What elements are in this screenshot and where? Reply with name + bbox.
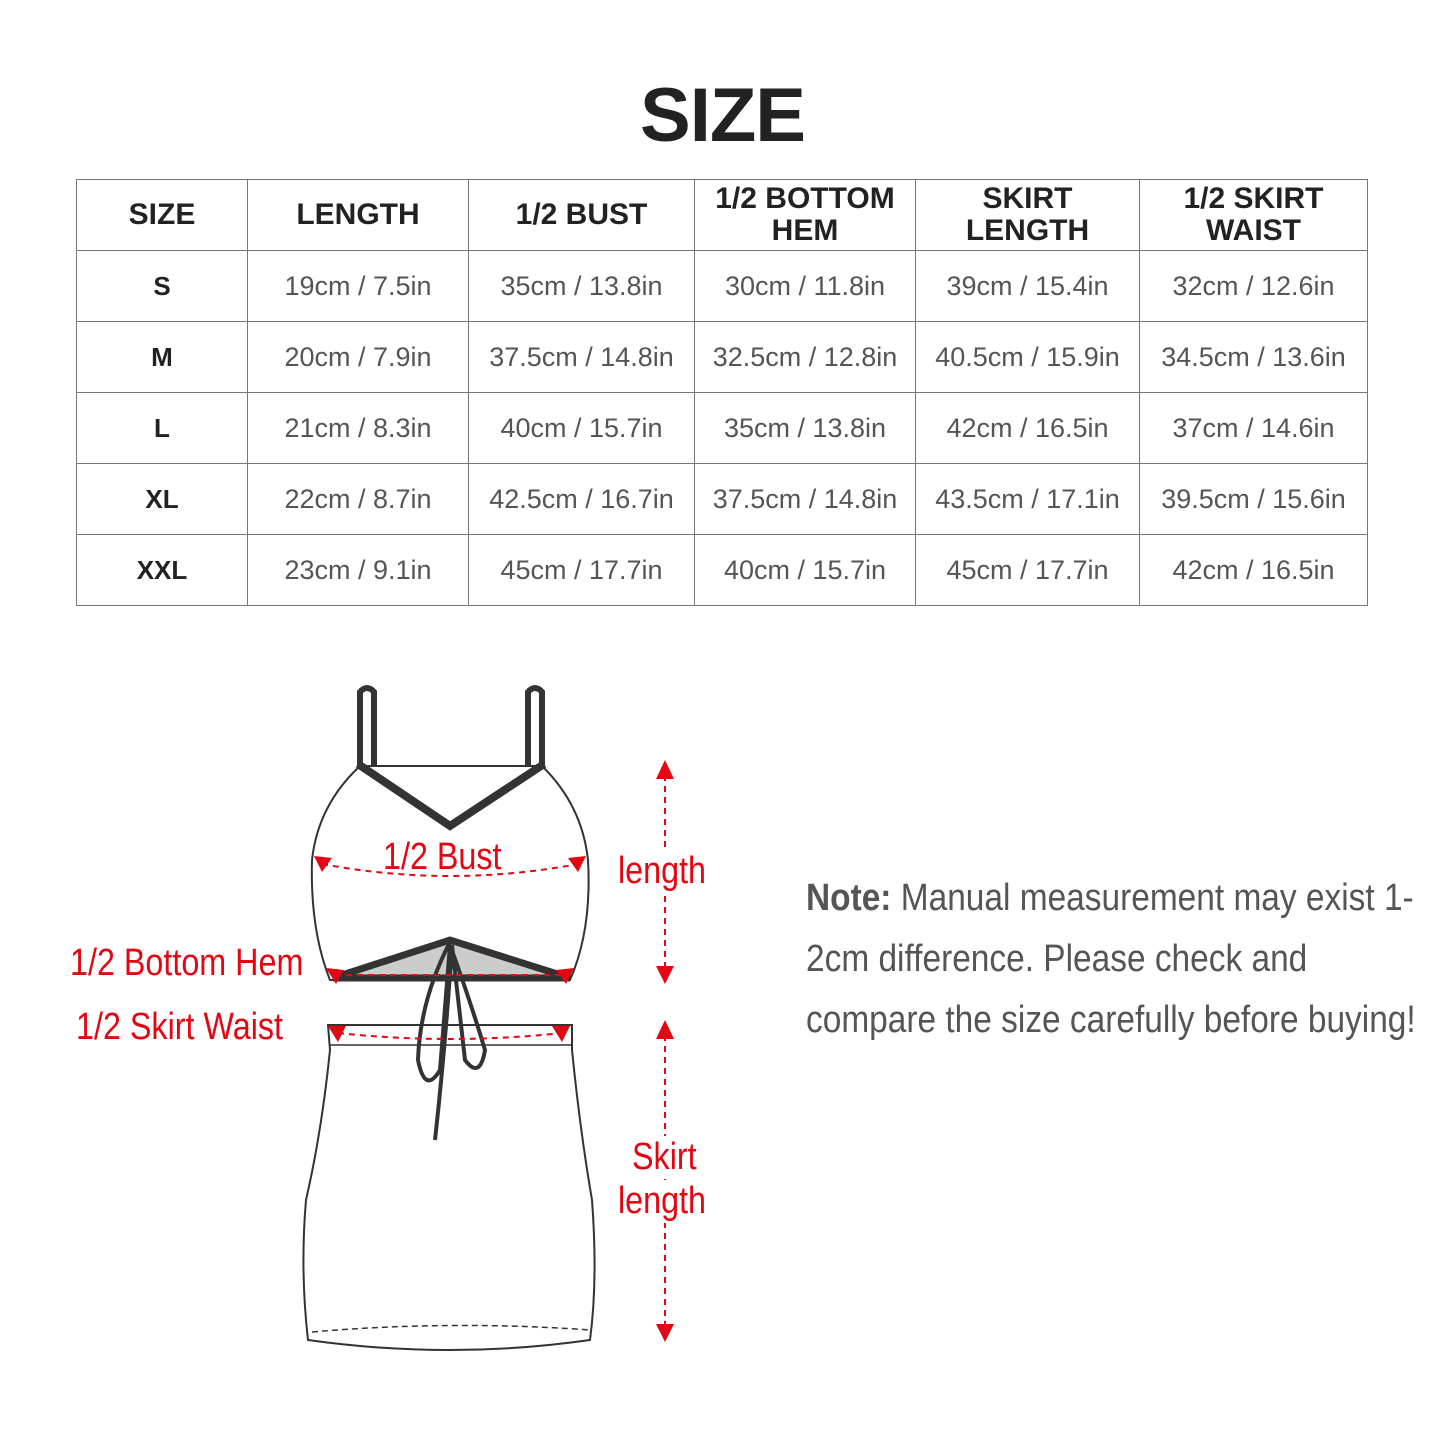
measurement-cell: 42cm / 16.5in <box>1139 534 1368 606</box>
skirt-body <box>302 1024 596 1351</box>
table-header-row: SIZE LENGTH 1/2 BUST 1/2 BOTTOM HEM SKIR… <box>76 179 1368 251</box>
arrow-heads <box>314 760 674 1342</box>
skirt-waist-label: 1/2 Skirt Waist <box>76 1006 284 1048</box>
header-bottom-hem: 1/2 BOTTOM HEM <box>694 179 916 251</box>
size-cell: S <box>76 250 248 322</box>
straps <box>357 685 545 776</box>
page-title: SIZE <box>640 73 806 158</box>
measurement-cell: 37.5cm / 14.8in <box>694 463 916 535</box>
measurement-cell: 20cm / 7.9in <box>247 321 469 393</box>
measurement-cell: 39cm / 15.4in <box>915 250 1140 322</box>
measurement-cell: 42.5cm / 16.7in <box>468 463 695 535</box>
measurement-cell: 39.5cm / 15.6in <box>1139 463 1368 535</box>
measurement-cell: 23cm / 9.1in <box>247 534 469 606</box>
length-label: length <box>618 850 707 893</box>
note-body: Manual measurement may exist 1-2cm diffe… <box>806 877 1416 1041</box>
size-cell: XXL <box>76 534 248 606</box>
bust-label: 1/2 Bust <box>383 836 502 878</box>
header-bust: 1/2 BUST <box>468 179 695 251</box>
table-row: XL 22cm / 8.7in 42.5cm / 16.7in 37.5cm / 14… <box>76 463 1368 535</box>
garment-illustration <box>302 685 596 1351</box>
measurement-cell: 32cm / 12.6in <box>1139 250 1368 322</box>
measurement-cell: 34.5cm / 13.6in <box>1139 321 1368 393</box>
table-row: XXL 23cm / 9.1in 45cm / 17.7in 40cm / 15.7i… <box>76 534 1368 606</box>
measurement-cell: 43.5cm / 17.1in <box>915 463 1140 535</box>
measurement-cell: 19cm / 7.5in <box>247 250 469 322</box>
header-skirt-length: SKIRT LENGTH <box>915 179 1140 251</box>
measurement-cell: 37.5cm / 14.8in <box>468 321 695 393</box>
bottom-hem-label: 1/2 Bottom Hem <box>70 942 304 984</box>
size-cell: M <box>76 321 248 393</box>
measurement-cell: 22cm / 8.7in <box>247 463 469 535</box>
note-label: Note: <box>806 877 892 919</box>
table-row: M 20cm / 7.9in 37.5cm / 14.8in 32.5cm / 12.… <box>76 321 1368 393</box>
measurement-cell: 45cm / 17.7in <box>915 534 1140 606</box>
skirt-length-label-1: Skirt <box>632 1136 697 1179</box>
size-table: SIZE LENGTH 1/2 BUST 1/2 BOTTOM HEM SKIR… <box>76 179 1368 606</box>
measurement-cell: 40cm / 15.7in <box>468 392 695 464</box>
measurement-cell: 40.5cm / 15.9in <box>915 321 1140 393</box>
measurement-cell: 42cm / 16.5in <box>915 392 1140 464</box>
note-text: Note: Manual measurement may exist 1-2cm… <box>806 868 1422 1051</box>
skirt-length-label-2: length <box>618 1180 707 1223</box>
header-size: SIZE <box>76 179 248 251</box>
measurement-cell: 40cm / 15.7in <box>694 534 916 606</box>
neckline <box>355 760 547 831</box>
size-cell: XL <box>76 463 248 535</box>
measurement-cell: 21cm / 8.3in <box>247 392 469 464</box>
measurement-cell: 30cm / 11.8in <box>694 250 916 322</box>
header-skirt-waist: 1/2 SKIRT WAIST <box>1139 179 1368 251</box>
measurement-cell: 45cm / 17.7in <box>468 534 695 606</box>
measurement-cell: 35cm / 13.8in <box>694 392 916 464</box>
measurement-cell: 32.5cm / 12.8in <box>694 321 916 393</box>
table-row: S 19cm / 7.5in 35cm / 13.8in 30cm / 11.8in 3… <box>76 250 1368 322</box>
hem-dashes <box>311 1324 591 1333</box>
